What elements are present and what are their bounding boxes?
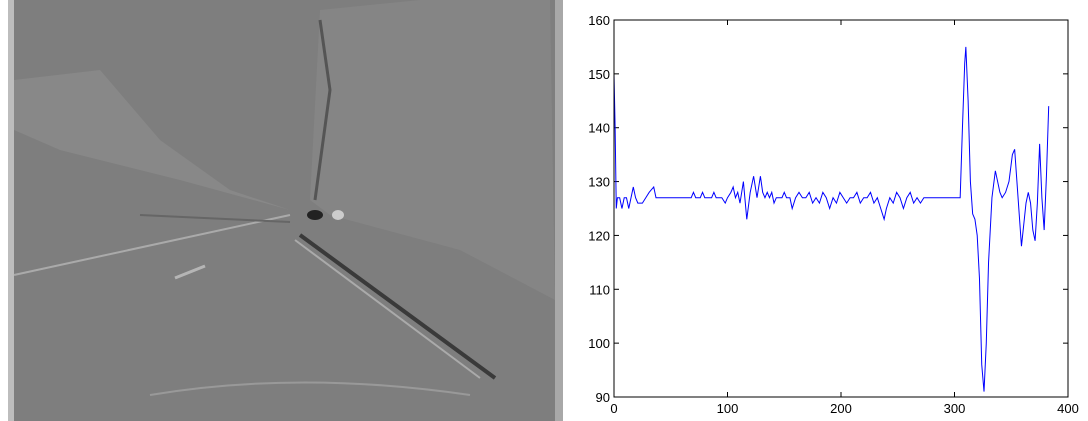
y-tick-label: 150 xyxy=(588,67,610,82)
x-tick-label: 0 xyxy=(610,401,617,416)
axes-frame xyxy=(613,19,1069,398)
x-tick-label: 400 xyxy=(1057,401,1079,416)
data-line xyxy=(613,46,1050,392)
y-tick-label: 120 xyxy=(588,228,610,243)
y-tick-label: 140 xyxy=(588,121,610,136)
y-tick-label: 110 xyxy=(589,282,610,297)
road-image xyxy=(8,0,563,421)
x-tick-label: 300 xyxy=(944,401,966,416)
x-tick-label: 200 xyxy=(830,401,852,416)
y-tick-label: 130 xyxy=(588,175,610,190)
plot: 90 100 110 120 130 140 150 160 0 100 200 300 400 xyxy=(588,13,1079,416)
x-tick-label: 100 xyxy=(717,401,739,416)
y-tick-label: 100 xyxy=(588,336,610,351)
y-tick-label: 90 xyxy=(596,390,610,405)
y-tick-label: 160 xyxy=(588,13,610,28)
plot-panel xyxy=(566,0,1088,421)
